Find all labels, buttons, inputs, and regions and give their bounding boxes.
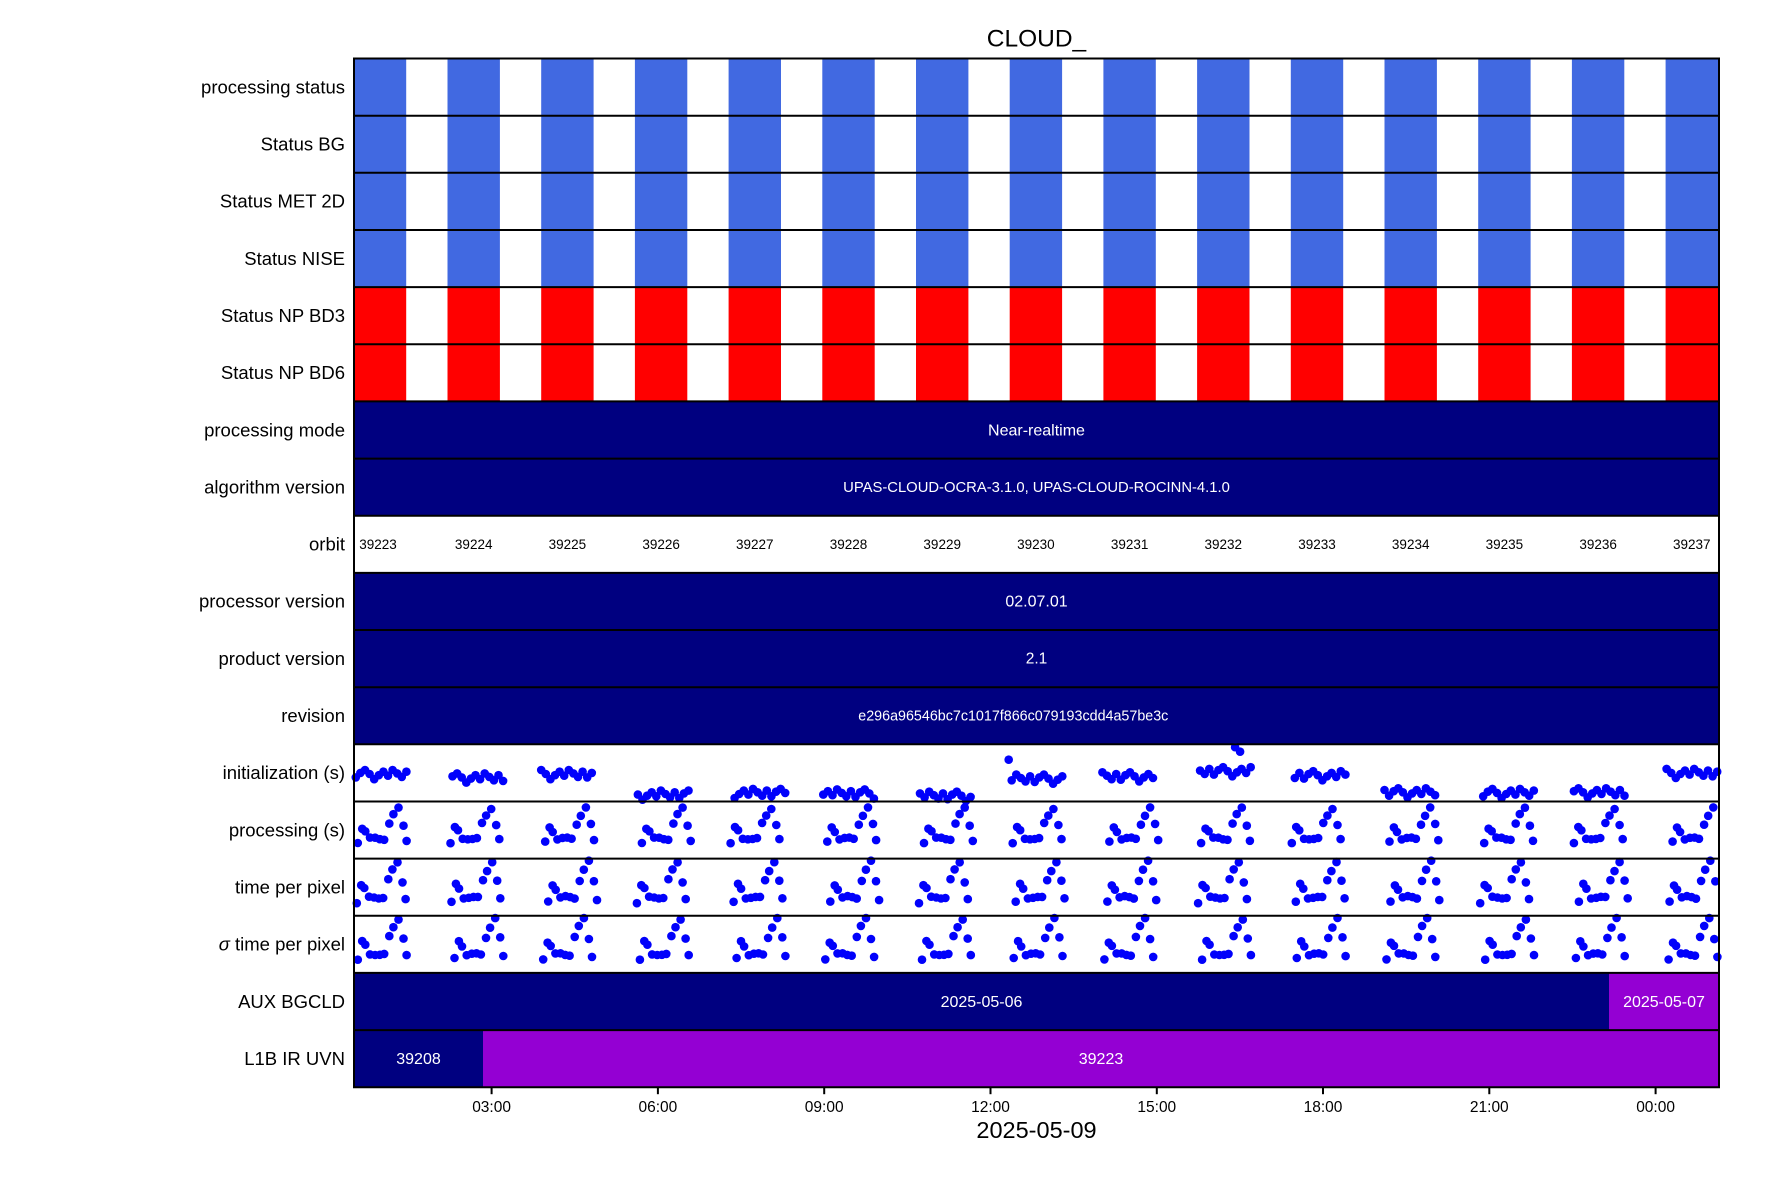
svg-text:Status MET 2D: Status MET 2D [220,191,345,212]
svg-text:39234: 39234 [1392,537,1430,552]
svg-text:Status BG: Status BG [261,134,345,155]
svg-text:39237: 39237 [1673,537,1711,552]
svg-text:39229: 39229 [923,537,961,552]
svg-text:39225: 39225 [549,537,587,552]
svg-text:39232: 39232 [1205,537,1243,552]
svg-text:CLOUD_: CLOUD_ [987,26,1087,53]
svg-text:39227: 39227 [736,537,774,552]
svg-text:UPAS-CLOUD-OCRA-3.1.0, UPAS-CL: UPAS-CLOUD-OCRA-3.1.0, UPAS-CLOUD-ROCINN… [843,480,1230,496]
svg-text:processing (s): processing (s) [229,819,345,840]
svg-text:15:00: 15:00 [1137,1099,1176,1116]
svg-text:39230: 39230 [1017,537,1055,552]
svg-text:39228: 39228 [830,537,868,552]
svg-text:39224: 39224 [455,537,493,552]
svg-text:39208: 39208 [396,1051,441,1068]
svg-text:initialization (s): initialization (s) [223,762,345,783]
svg-text:18:00: 18:00 [1304,1099,1343,1116]
svg-text:Status NISE: Status NISE [244,248,345,269]
svg-text:2025-05-06: 2025-05-06 [941,994,1023,1011]
svg-text:39233: 39233 [1298,537,1336,552]
svg-text:Status NP BD3: Status NP BD3 [221,305,345,326]
svg-text:21:00: 21:00 [1470,1099,1509,1116]
svg-text:39235: 39235 [1486,537,1524,552]
svg-text:e296a96546bc7c1017f866c079193c: e296a96546bc7c1017f866c079193cdd4a57be3c [858,708,1168,724]
svg-text:L1B IR UVN: L1B IR UVN [244,1048,345,1069]
svg-text:Status NP BD6: Status NP BD6 [221,362,345,383]
svg-text:12:00: 12:00 [971,1099,1010,1116]
svg-text:AUX BGCLD: AUX BGCLD [238,991,345,1012]
svg-text:39236: 39236 [1579,537,1617,552]
svg-text:algorithm version: algorithm version [204,476,345,497]
svg-text:processing mode: processing mode [204,419,345,440]
svg-text:03:00: 03:00 [472,1099,511,1116]
svg-text:39223: 39223 [359,537,397,552]
svg-text:Near-realtime: Near-realtime [988,422,1085,439]
svg-text:39223: 39223 [1079,1051,1124,1068]
svg-text:39226: 39226 [642,537,680,552]
svg-text:39231: 39231 [1111,537,1149,552]
svg-text:revision: revision [281,705,345,726]
svg-text:time per pixel: time per pixel [235,877,345,898]
svg-text:product version: product version [219,648,345,669]
svg-text:orbit: orbit [309,534,345,555]
svg-text:2.1: 2.1 [1026,651,1048,668]
svg-text:2025-05-09: 2025-05-09 [976,1117,1096,1143]
svg-text:processor version: processor version [199,591,345,612]
svg-text:06:00: 06:00 [639,1099,678,1116]
svg-text:2025-05-07: 2025-05-07 [1623,994,1705,1011]
svg-text:02.07.01: 02.07.01 [1005,594,1067,611]
svg-text:09:00: 09:00 [805,1099,844,1116]
svg-text:00:00: 00:00 [1636,1099,1675,1116]
svg-text:processing status: processing status [201,76,345,97]
svg-text:σ time per pixel: σ time per pixel [219,934,345,955]
